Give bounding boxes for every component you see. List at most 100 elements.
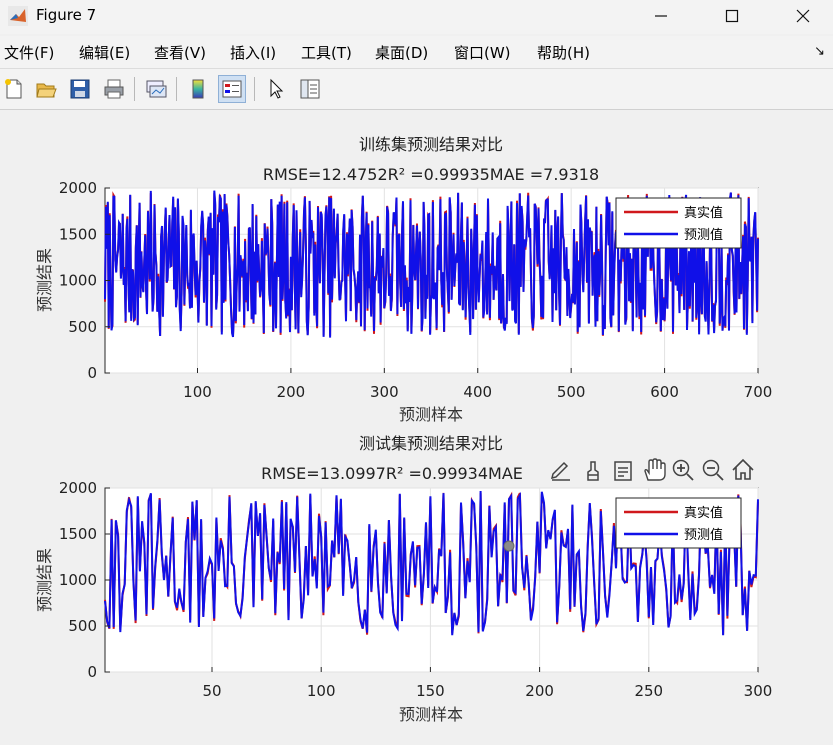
x-tick-label: 200 — [525, 682, 554, 700]
close-button[interactable] — [780, 0, 826, 32]
print-button[interactable] — [100, 75, 128, 103]
menu-view[interactable]: 查看(V) — [154, 44, 206, 62]
title-bar: Figure 7 — [0, 0, 833, 34]
toolbar-separator — [254, 77, 255, 101]
test-y-axis-label: 预测结果 — [35, 548, 54, 612]
y-tick-label: 0 — [87, 663, 97, 681]
zoom-out-icon — [702, 459, 724, 481]
legend-icon — [222, 80, 242, 98]
test-ticks: 50 100 150 200 250 300 0 500 1000 1500 2000 — [59, 479, 773, 700]
save-button[interactable] — [66, 75, 94, 103]
y-tick-label: 2000 — [59, 179, 97, 197]
y-tick-label: 2000 — [59, 479, 97, 497]
legend-button[interactable] — [218, 75, 246, 103]
minimize-icon — [655, 15, 667, 17]
y-tick-label: 500 — [68, 318, 97, 336]
pointer-icon — [270, 78, 284, 99]
test-legend-box — [615, 497, 742, 549]
axes-toolbar — [550, 458, 754, 481]
close-icon — [796, 9, 810, 23]
data-brush-button[interactable] — [587, 461, 599, 481]
open-file-button[interactable] — [32, 75, 60, 103]
x-tick-label: 100 — [307, 682, 336, 700]
menu-overflow-icon[interactable]: ↘ — [814, 44, 825, 59]
pan-button[interactable] — [644, 458, 666, 481]
x-tick-label: 300 — [370, 383, 399, 401]
x-tick-label: 700 — [744, 383, 773, 401]
colorbar-button[interactable] — [184, 75, 212, 103]
menu-file[interactable]: 文件(F) — [4, 44, 55, 62]
data-tips-icon — [614, 461, 632, 481]
zoom-out-button[interactable] — [702, 459, 724, 481]
pointer-button[interactable] — [262, 75, 290, 103]
x-tick-label: 100 — [183, 383, 212, 401]
predicted-value-line — [104, 490, 759, 636]
brush-edit-icon — [550, 461, 570, 481]
x-tick-label: 600 — [650, 383, 679, 401]
open-file-icon — [36, 83, 57, 98]
new-figure-icon — [5, 79, 22, 99]
menu-help[interactable]: 帮助(H) — [537, 44, 590, 62]
test-legend-pred-label: 预测值 — [684, 527, 723, 543]
toolbar-separator — [134, 77, 135, 101]
test-x-axis-label: 预测样本 — [399, 705, 463, 724]
y-tick-label: 1500 — [59, 225, 97, 243]
train-legend[interactable]: 真实值 预测值 — [615, 197, 742, 249]
save-icon — [70, 79, 90, 99]
zoom-in-icon — [672, 459, 694, 481]
train-axes[interactable]: 训练集预测结果对比 RMSE=12.4752R² =0.99935MAE =7.… — [35, 135, 772, 424]
x-tick-label: 50 — [202, 682, 221, 700]
zoom-in-button[interactable] — [672, 459, 694, 481]
x-tick-label: 150 — [416, 682, 445, 700]
menu-window[interactable]: 窗口(W) — [454, 44, 511, 62]
train-chart-subtitle: RMSE=12.4752R² =0.99935MAE =7.9318 — [263, 165, 599, 184]
maximize-icon — [725, 9, 739, 23]
test-legend[interactable]: 真实值 预测值 — [615, 497, 742, 549]
figure-canvas: 训练集预测结果对比 RMSE=12.4752R² =0.99935MAE =7.… — [0, 110, 833, 741]
maximize-button[interactable] — [709, 0, 755, 32]
train-legend-pred-label: 预测值 — [684, 227, 723, 243]
data-cursor-marker[interactable] — [503, 540, 515, 552]
pan-hand-icon — [644, 458, 666, 481]
link-plot-button[interactable] — [142, 75, 170, 103]
x-tick-label: 400 — [463, 383, 492, 401]
menu-tools[interactable]: 工具(T) — [301, 44, 352, 62]
property-inspector-icon — [300, 79, 320, 99]
train-legend-true-label: 真实值 — [684, 205, 723, 221]
train-ticks: 100 200 300 400 500 600 700 0 500 1000 1500 2000 — [59, 179, 773, 401]
minimize-button[interactable] — [638, 0, 684, 32]
data-tips-button[interactable] — [614, 461, 632, 481]
train-chart-title: 训练集预测结果对比 — [359, 135, 503, 154]
matlab-icon — [8, 6, 28, 26]
test-legend-true-label: 真实值 — [684, 505, 723, 521]
menu-desktop[interactable]: 桌面(D) — [375, 44, 429, 62]
menu-bar: 文件(F) 编辑(E) 查看(V) 插入(I) 工具(T) 桌面(D) 窗口(W… — [0, 36, 833, 69]
colorbar-icon — [192, 79, 204, 99]
train-legend-box — [615, 197, 742, 249]
y-tick-label: 1000 — [59, 571, 97, 589]
window-title: Figure 7 — [36, 6, 97, 24]
test-chart-title: 测试集预测结果对比 — [359, 434, 503, 453]
toolbar-separator — [176, 77, 177, 101]
x-tick-label: 200 — [277, 383, 306, 401]
test-series-lines — [104, 490, 759, 636]
print-icon — [104, 79, 124, 99]
test-axes[interactable]: 测试集预测结果对比 RMSE=13.0997R² =0.99934MAE 50 1… — [35, 434, 772, 724]
train-y-axis-label: 预测结果 — [35, 248, 54, 312]
x-tick-label: 250 — [634, 682, 663, 700]
data-brush-icon — [587, 461, 599, 481]
menu-insert[interactable]: 插入(I) — [230, 44, 277, 62]
x-tick-label: 500 — [557, 383, 586, 401]
restore-view-button[interactable] — [732, 458, 754, 480]
x-tick-label: 300 — [744, 682, 773, 700]
brush-edit-button[interactable] — [550, 461, 570, 481]
new-figure-button[interactable] — [0, 75, 28, 103]
property-inspector-button[interactable] — [296, 75, 324, 103]
menu-edit[interactable]: 编辑(E) — [79, 44, 131, 62]
home-icon — [732, 458, 754, 480]
test-grid — [105, 487, 759, 673]
figure-toolbar — [0, 69, 833, 110]
train-x-axis-label: 预测样本 — [399, 405, 463, 424]
test-chart-subtitle: RMSE=13.0997R² =0.99934MAE — [261, 464, 523, 483]
link-plot-icon — [146, 80, 167, 98]
